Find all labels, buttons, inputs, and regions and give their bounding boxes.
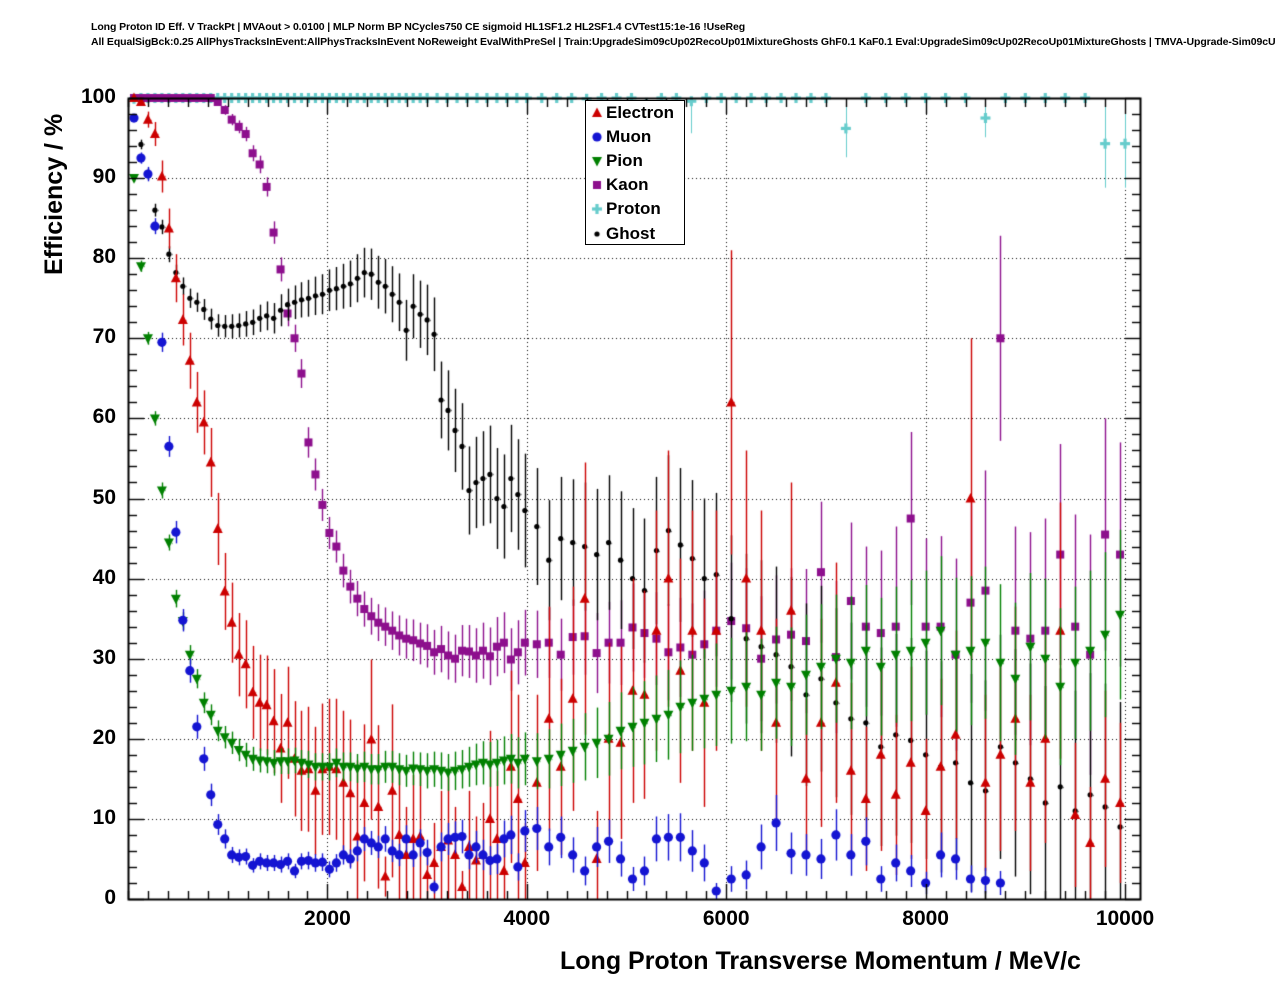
legend-label: Proton [606,199,661,219]
legend-item-ghost[interactable]: Ghost [586,221,684,245]
dot-marker-icon [589,223,605,244]
y-tick-label: 100 [80,85,116,108]
cross-star-marker-icon [589,199,605,220]
x-tick-label: 2000 [304,907,351,930]
legend-label: Kaon [606,175,649,195]
y-tick-label: 50 [92,485,116,509]
square-marker-icon [589,175,605,196]
y-tick-label: 90 [92,165,116,189]
triangle-down-marker-icon [589,151,605,172]
x-tick-label: 10000 [1095,907,1155,930]
y-tick-label: 0 [104,886,116,909]
y-tick-label: 10 [92,805,116,829]
triangle-up-marker-icon [589,103,605,124]
legend-label: Muon [606,127,652,147]
x-tick-label: 6000 [702,907,750,930]
legend-label: Pion [606,151,643,171]
x-tick-label: 8000 [902,907,949,930]
legend-item-kaon[interactable]: Kaon [586,173,684,197]
legend-item-electron[interactable]: Electron [586,101,684,125]
circle-marker-icon [589,127,605,148]
y-tick-label: 80 [92,245,116,269]
y-tick-label: 20 [92,725,116,749]
x-tick-label: 4000 [503,907,551,930]
legend-item-pion[interactable]: Pion [586,149,684,173]
legend-label: Electron [606,103,675,123]
y-tick-label: 60 [92,405,116,429]
y-tick-label: 40 [92,565,116,589]
y-tick-label: 30 [92,645,116,669]
legend-label: Ghost [606,223,656,243]
y-tick-label: 70 [92,325,116,349]
legend: Electron Muon Pion Kaon Proton Ghost [585,100,685,245]
legend-item-proton[interactable]: Proton [586,197,684,221]
x-axis-title: Long Proton Transverse Momentum / MeV/c [560,947,1081,975]
legend-item-muon[interactable]: Muon [586,125,684,149]
